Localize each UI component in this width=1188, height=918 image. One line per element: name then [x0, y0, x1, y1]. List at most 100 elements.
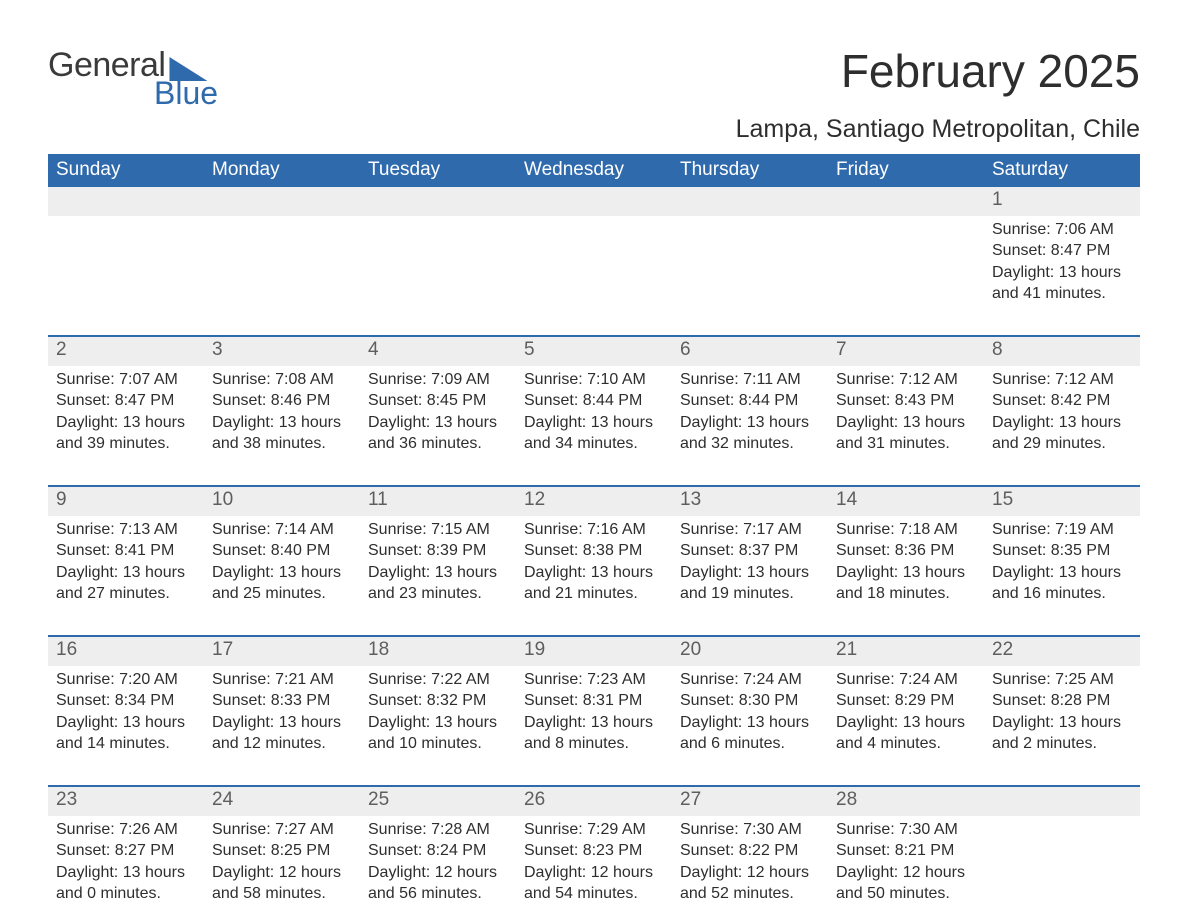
day-cell: Sunrise: 7:15 AMSunset: 8:39 PMDaylight:…	[360, 516, 516, 611]
calendar-week: 232425262728 Sunrise: 7:26 AMSunset: 8:27…	[48, 785, 1140, 911]
daylight-text: Daylight: 13 hours and 23 minutes.	[368, 562, 508, 605]
day-number: 16	[48, 637, 204, 666]
day-cell: Sunrise: 7:25 AMSunset: 8:28 PMDaylight:…	[984, 666, 1140, 761]
sunset-text: Sunset: 8:47 PM	[56, 390, 196, 412]
day-cell	[48, 216, 204, 311]
sunset-text: Sunset: 8:43 PM	[836, 390, 976, 412]
daylight-text: Daylight: 13 hours and 32 minutes.	[680, 412, 820, 455]
calendar: Sunday Monday Tuesday Wednesday Thursday…	[48, 154, 1140, 911]
sunset-text: Sunset: 8:45 PM	[368, 390, 508, 412]
day-cell	[672, 216, 828, 311]
weekday-saturday: Saturday	[984, 154, 1140, 187]
daynum-row: 232425262728	[48, 787, 1140, 816]
daylight-text: Daylight: 13 hours and 29 minutes.	[992, 412, 1132, 455]
location-text: Lampa, Santiago Metropolitan, Chile	[736, 115, 1140, 144]
day-number: 14	[828, 487, 984, 516]
daylight-text: Daylight: 13 hours and 27 minutes.	[56, 562, 196, 605]
header-row: General Blue February 2025 Lampa, Santia…	[48, 46, 1140, 144]
sunrise-text: Sunrise: 7:07 AM	[56, 369, 196, 391]
calendar-page: General Blue February 2025 Lampa, Santia…	[0, 0, 1188, 911]
daylight-text: Daylight: 13 hours and 4 minutes.	[836, 712, 976, 755]
day-number: 26	[516, 787, 672, 816]
day-number	[360, 187, 516, 216]
day-cell: Sunrise: 7:09 AMSunset: 8:45 PMDaylight:…	[360, 366, 516, 461]
sunrise-text: Sunrise: 7:15 AM	[368, 519, 508, 541]
sunset-text: Sunset: 8:22 PM	[680, 840, 820, 862]
calendar-week: 2345678Sunrise: 7:07 AMSunset: 8:47 PMDa…	[48, 335, 1140, 461]
daylight-text: Daylight: 12 hours and 50 minutes.	[836, 862, 976, 905]
sunrise-text: Sunrise: 7:19 AM	[992, 519, 1132, 541]
sunrise-text: Sunrise: 7:08 AM	[212, 369, 352, 391]
sunrise-text: Sunrise: 7:23 AM	[524, 669, 664, 691]
day-cell: Sunrise: 7:14 AMSunset: 8:40 PMDaylight:…	[204, 516, 360, 611]
weekday-monday: Monday	[204, 154, 360, 187]
sunrise-text: Sunrise: 7:26 AM	[56, 819, 196, 841]
day-cell: Sunrise: 7:30 AMSunset: 8:22 PMDaylight:…	[672, 816, 828, 911]
day-cell: Sunrise: 7:10 AMSunset: 8:44 PMDaylight:…	[516, 366, 672, 461]
day-cell	[516, 216, 672, 311]
sunset-text: Sunset: 8:27 PM	[56, 840, 196, 862]
sunset-text: Sunset: 8:34 PM	[56, 690, 196, 712]
day-number: 1	[984, 187, 1140, 216]
daylight-text: Daylight: 13 hours and 2 minutes.	[992, 712, 1132, 755]
details-row: Sunrise: 7:07 AMSunset: 8:47 PMDaylight:…	[48, 366, 1140, 461]
month-title: February 2025	[736, 46, 1140, 97]
logo-word-general: General	[48, 46, 165, 85]
day-cell: Sunrise: 7:29 AMSunset: 8:23 PMDaylight:…	[516, 816, 672, 911]
sunset-text: Sunset: 8:46 PM	[212, 390, 352, 412]
title-block: February 2025 Lampa, Santiago Metropolit…	[736, 46, 1140, 144]
daylight-text: Daylight: 13 hours and 25 minutes.	[212, 562, 352, 605]
day-cell: Sunrise: 7:22 AMSunset: 8:32 PMDaylight:…	[360, 666, 516, 761]
daylight-text: Daylight: 13 hours and 8 minutes.	[524, 712, 664, 755]
daylight-text: Daylight: 13 hours and 21 minutes.	[524, 562, 664, 605]
calendar-week: 1Sunrise: 7:06 AMSunset: 8:47 PMDaylight…	[48, 187, 1140, 311]
day-cell: Sunrise: 7:23 AMSunset: 8:31 PMDaylight:…	[516, 666, 672, 761]
sunset-text: Sunset: 8:36 PM	[836, 540, 976, 562]
sunrise-text: Sunrise: 7:28 AM	[368, 819, 508, 841]
weeks-container: 1Sunrise: 7:06 AMSunset: 8:47 PMDaylight…	[48, 187, 1140, 911]
sunset-text: Sunset: 8:47 PM	[992, 240, 1132, 262]
day-cell: Sunrise: 7:11 AMSunset: 8:44 PMDaylight:…	[672, 366, 828, 461]
day-cell	[828, 216, 984, 311]
day-cell: Sunrise: 7:08 AMSunset: 8:46 PMDaylight:…	[204, 366, 360, 461]
day-cell: Sunrise: 7:19 AMSunset: 8:35 PMDaylight:…	[984, 516, 1140, 611]
details-row: Sunrise: 7:20 AMSunset: 8:34 PM Daylight:…	[48, 666, 1140, 761]
calendar-week: 16171819202122Sunrise: 7:20 AMSunset: 8:…	[48, 635, 1140, 761]
sunset-text: Sunset: 8:38 PM	[524, 540, 664, 562]
weekday-header-row: Sunday Monday Tuesday Wednesday Thursday…	[48, 154, 1140, 187]
sunrise-text: Sunrise: 7:30 AM	[680, 819, 820, 841]
weekday-sunday: Sunday	[48, 154, 204, 187]
day-number: 25	[360, 787, 516, 816]
sunset-text: Sunset: 8:39 PM	[368, 540, 508, 562]
sunset-text: Sunset: 8:31 PM	[524, 690, 664, 712]
daylight-text: Daylight: 13 hours and 0 minutes.	[56, 862, 196, 905]
sunset-text: Sunset: 8:29 PM	[836, 690, 976, 712]
day-number: 19	[516, 637, 672, 666]
sunrise-text: Sunrise: 7:24 AM	[680, 669, 820, 691]
weekday-wednesday: Wednesday	[516, 154, 672, 187]
sunrise-text: Sunrise: 7:20 AM	[56, 669, 196, 691]
sunset-text: Sunset: 8:44 PM	[680, 390, 820, 412]
sunrise-text: Sunrise: 7:17 AM	[680, 519, 820, 541]
day-number	[204, 187, 360, 216]
day-cell: Sunrise: 7:20 AMSunset: 8:34 PMDaylight:…	[48, 666, 204, 761]
sunrise-text: Sunrise: 7:29 AM	[524, 819, 664, 841]
day-cell	[984, 816, 1140, 911]
sunrise-text: Sunrise: 7:12 AM	[836, 369, 976, 391]
sunset-text: Sunset: 8:42 PM	[992, 390, 1132, 412]
daylight-text: Daylight: 12 hours and 56 minutes.	[368, 862, 508, 905]
day-cell: Sunrise: 7:24 AMSunset: 8:29 PMDaylight:…	[828, 666, 984, 761]
sunset-text: Sunset: 8:35 PM	[992, 540, 1132, 562]
day-number: 12	[516, 487, 672, 516]
day-number: 2	[48, 337, 204, 366]
day-cell: Sunrise: 7:21 AMSunset: 8:33 PMDaylight:…	[204, 666, 360, 761]
daylight-text: Daylight: 13 hours and 18 minutes.	[836, 562, 976, 605]
day-cell	[204, 216, 360, 311]
sunset-text: Sunset: 8:37 PM	[680, 540, 820, 562]
daylight-text: Daylight: 13 hours and 34 minutes.	[524, 412, 664, 455]
weekday-friday: Friday	[828, 154, 984, 187]
day-number: 27	[672, 787, 828, 816]
day-number	[516, 187, 672, 216]
daylight-text: Daylight: 12 hours and 58 minutes.	[212, 862, 352, 905]
daylight-text: Daylight: 13 hours and 39 minutes.	[56, 412, 196, 455]
